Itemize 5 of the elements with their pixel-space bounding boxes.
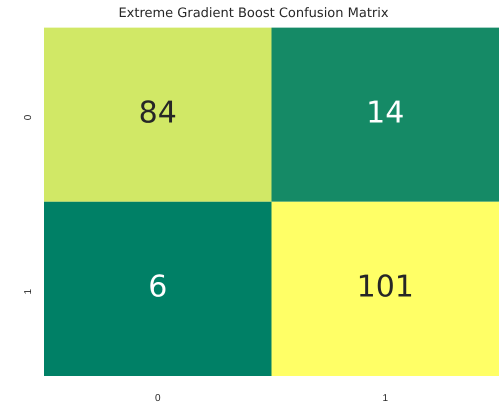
data-label: 101 xyxy=(356,270,414,305)
data-label: 14 xyxy=(366,95,404,130)
data-label: 6 xyxy=(148,270,168,305)
data-label: 84 xyxy=(138,95,177,130)
chart-title: Extreme Gradient Boost Confusion Matrix xyxy=(118,6,389,22)
